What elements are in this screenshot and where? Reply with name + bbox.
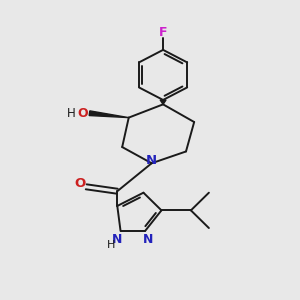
Text: H: H bbox=[67, 107, 76, 120]
Text: N: N bbox=[146, 154, 157, 167]
Text: H: H bbox=[107, 240, 116, 250]
Polygon shape bbox=[89, 111, 129, 118]
Text: N: N bbox=[112, 233, 122, 246]
Text: F: F bbox=[159, 26, 167, 39]
Polygon shape bbox=[160, 100, 166, 104]
Text: O: O bbox=[74, 177, 85, 190]
Text: O: O bbox=[78, 107, 88, 120]
Text: N: N bbox=[143, 233, 154, 246]
